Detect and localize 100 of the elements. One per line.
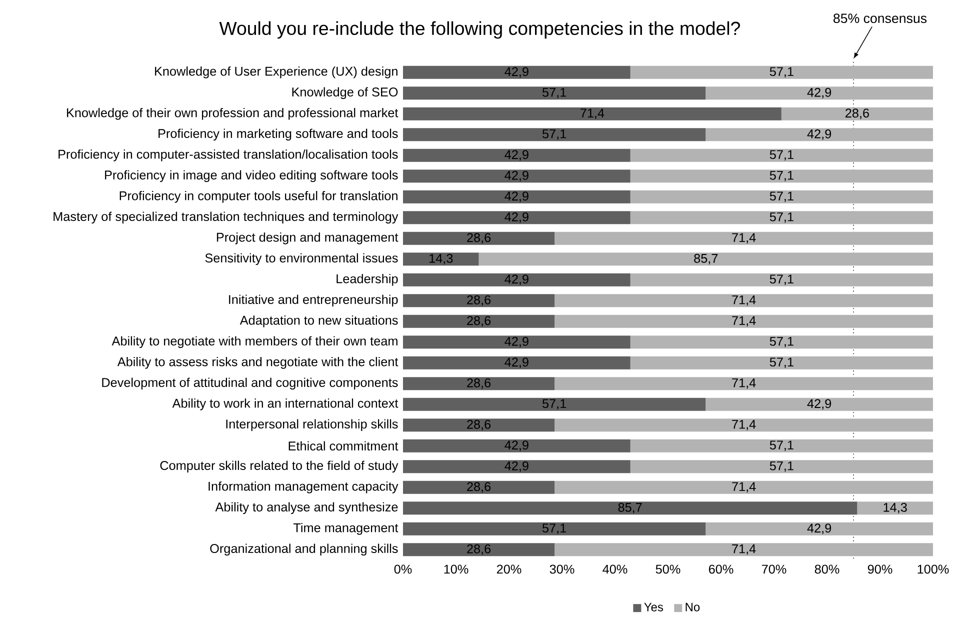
bar <box>403 148 630 162</box>
data-label: 57,1 <box>770 150 794 161</box>
data-label: 57,1 <box>770 461 794 472</box>
bar <box>554 480 933 494</box>
data-label: 57,1 <box>770 274 794 286</box>
data-label: 57,1 <box>770 440 794 452</box>
y-tick-label: Initiative and entrepreneurship <box>229 294 398 307</box>
bar <box>630 148 933 162</box>
data-label: 71,4 <box>732 233 756 244</box>
data-label: 42,9 <box>504 358 528 368</box>
y-tick-label: Project design and management <box>216 232 398 244</box>
bar <box>630 190 933 204</box>
chart-title: Would you re-include the following competencies in the model? <box>219 21 740 39</box>
y-tick-label: Adaptation to new situations <box>240 315 398 328</box>
x-tick-label: 60% <box>708 564 734 574</box>
y-tick-label: Ability to work in an international context <box>172 398 398 410</box>
ref-line-label: 85% consensus <box>834 14 927 24</box>
data-label: 57,1 <box>770 358 794 368</box>
y-tick-label: Knowledge of User Experience (UX) design <box>155 66 398 78</box>
x-tick-label: 100% <box>918 564 949 574</box>
bar <box>781 107 933 120</box>
bar <box>403 66 630 79</box>
y-tick-label: Ability to negotiate with members of their own team <box>112 336 398 348</box>
bar <box>403 460 630 474</box>
data-label: 14,3 <box>884 502 907 514</box>
bar <box>706 398 933 411</box>
bar <box>630 356 933 370</box>
bar <box>403 86 706 100</box>
bar <box>403 232 555 245</box>
x-tick-label: 0% <box>394 564 412 574</box>
bar <box>554 543 933 556</box>
y-tick-label: Computer skills related to the field of study <box>160 460 398 473</box>
bar <box>554 377 933 390</box>
y-tick-label: Development of attitudinal and cognitive components <box>102 378 398 390</box>
data-label: 71,4 <box>732 420 756 430</box>
bar <box>630 170 933 183</box>
data-label: 28,6 <box>467 378 491 389</box>
bar <box>403 314 555 328</box>
data-label: 28,6 <box>467 295 491 306</box>
bar <box>403 211 630 224</box>
bar <box>554 232 933 245</box>
data-label: 42,9 <box>504 461 528 472</box>
data-label: 57,1 <box>542 524 566 534</box>
data-label: 42,9 <box>504 274 528 286</box>
y-tick-label: Leadership <box>336 274 398 286</box>
x-tick-label: 50% <box>656 564 680 574</box>
y-tick-label: Ability to assess risks and negotiate with the client <box>117 356 398 369</box>
data-label: 42,9 <box>807 129 832 140</box>
data-label: 57,1 <box>770 170 794 182</box>
bar <box>630 273 933 286</box>
data-label: 57,1 <box>542 399 566 410</box>
y-tick-label: Ability to analyse and synthesize <box>215 502 398 514</box>
data-label: 71,4 <box>732 295 756 306</box>
x-tick-label: 10% <box>444 564 468 574</box>
data-label: 85,7 <box>694 254 718 264</box>
data-label: 28,6 <box>467 420 491 430</box>
data-label: 57,1 <box>770 212 794 223</box>
bar <box>630 439 933 452</box>
data-label: 71,4 <box>580 108 604 120</box>
y-tick-label: Information management capacity <box>208 481 398 494</box>
y-tick-label: Interpersonal relationship skills <box>226 419 398 432</box>
x-tick-label: 80% <box>814 564 840 574</box>
bar <box>403 377 555 390</box>
bar <box>706 522 933 536</box>
bar <box>403 336 630 349</box>
bar <box>554 418 933 432</box>
bar <box>403 273 630 286</box>
bar <box>403 502 858 515</box>
data-label: 57,1 <box>770 67 794 78</box>
data-label: 85,7 <box>618 502 642 514</box>
bar <box>403 418 555 432</box>
data-label: 42,9 <box>504 212 528 223</box>
bar <box>554 294 933 308</box>
y-tick-label: Proficiency in computer-assisted translation/localisation tools <box>58 149 398 162</box>
x-tick-label: 40% <box>602 564 628 574</box>
data-label: 57,1 <box>542 129 566 140</box>
bar <box>403 107 782 120</box>
bar <box>857 502 933 515</box>
bar <box>403 294 555 308</box>
x-tick-label: 90% <box>868 564 892 574</box>
x-tick-label: 20% <box>496 564 522 574</box>
data-label: 57,1 <box>542 88 566 98</box>
y-tick-label: Sensitivity to environmental issues <box>205 253 398 266</box>
data-label: 42,9 <box>504 336 528 348</box>
y-tick-label: Knowledge of their own profession and professional market <box>67 108 398 120</box>
bar <box>403 190 630 204</box>
data-label: 42,9 <box>504 170 528 182</box>
bar <box>554 314 933 328</box>
bar <box>630 460 933 474</box>
bar <box>478 252 933 266</box>
data-label: 14,3 <box>430 254 453 264</box>
data-label: 28,6 <box>846 108 869 120</box>
bar <box>403 356 630 370</box>
y-tick-label: Organizational and planning skills <box>210 544 398 556</box>
bar <box>630 211 933 224</box>
bar <box>403 128 706 142</box>
legend-label: Yes <box>644 602 664 612</box>
data-label: 57,1 <box>770 192 794 202</box>
data-label: 42,9 <box>504 440 528 452</box>
data-label: 42,9 <box>807 88 832 98</box>
